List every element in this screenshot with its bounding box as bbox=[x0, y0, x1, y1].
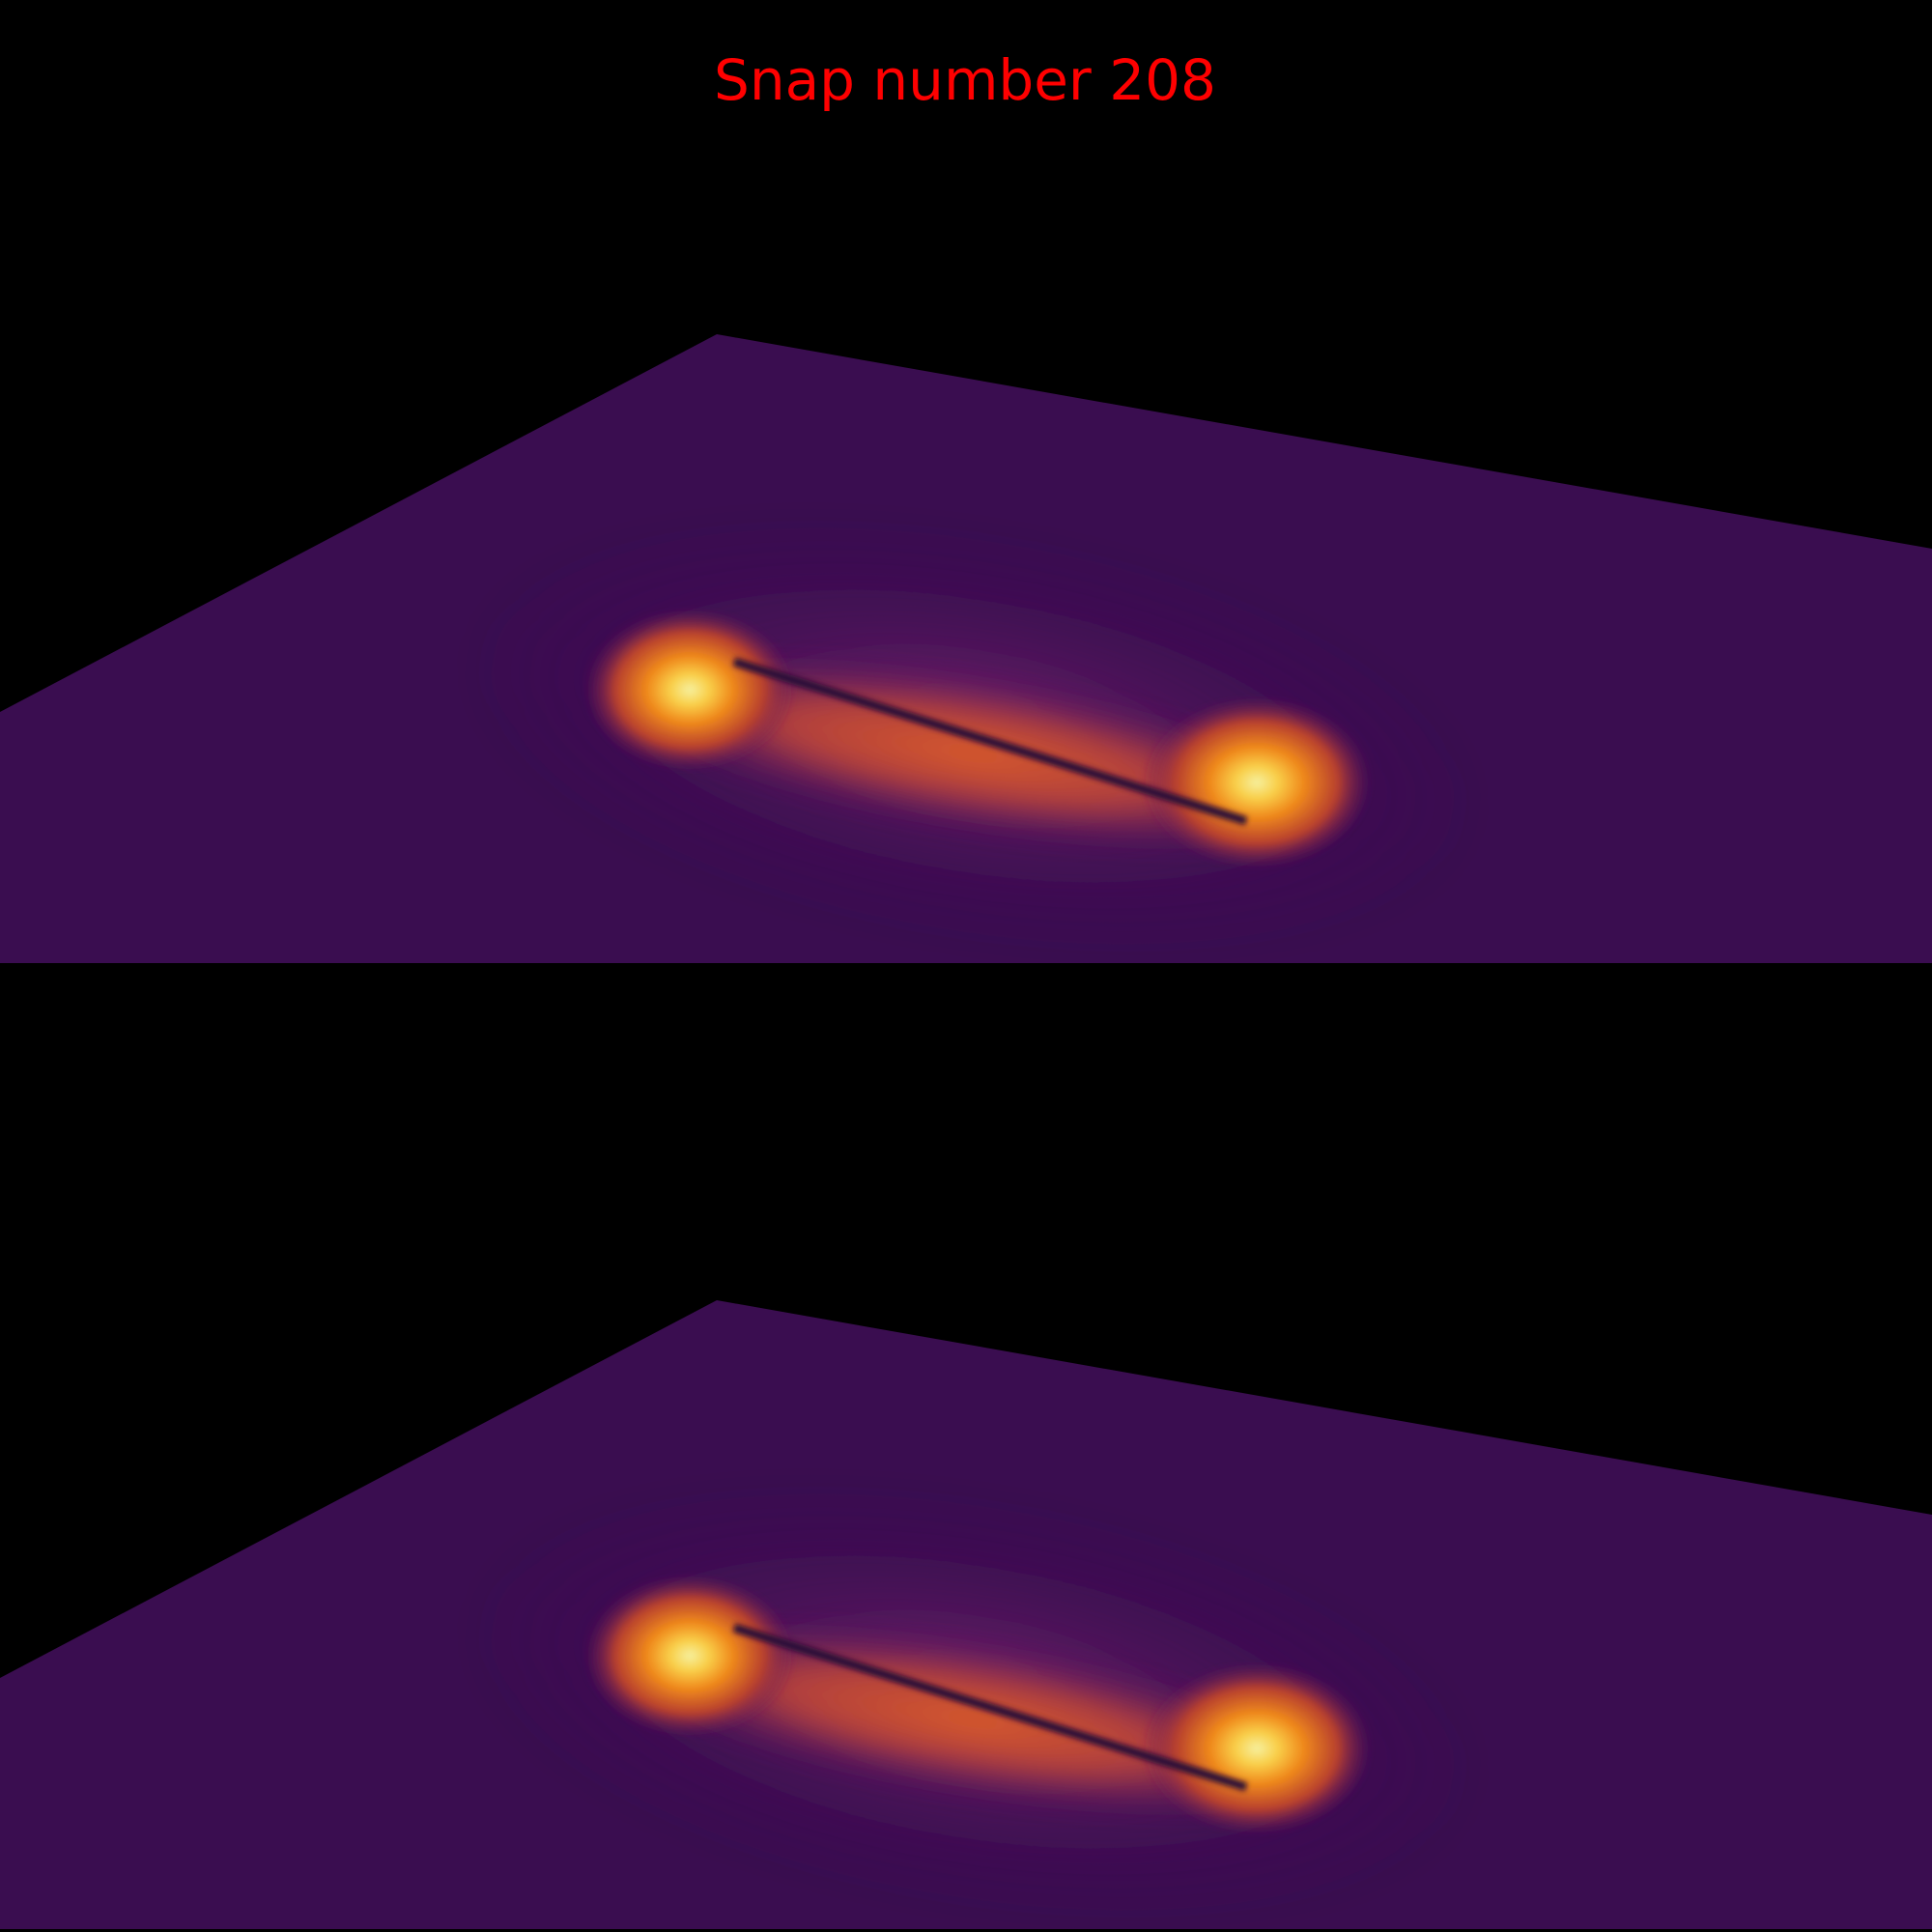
title: Snap number 208 bbox=[714, 47, 1216, 113]
